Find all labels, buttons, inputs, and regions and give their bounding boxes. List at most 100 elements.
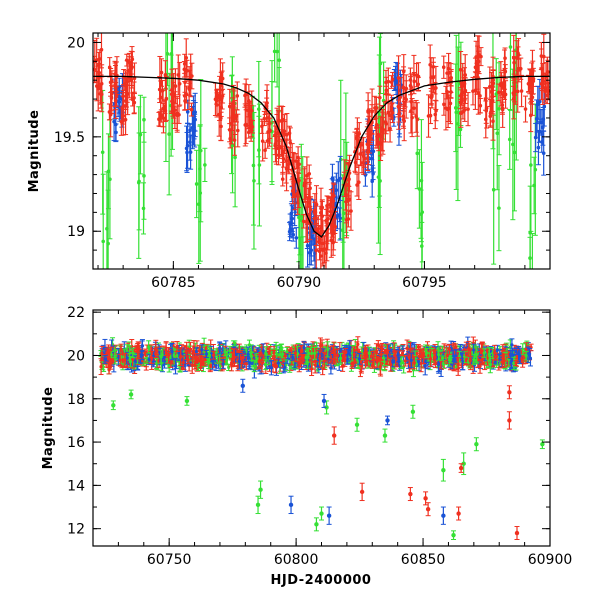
data-point-red bbox=[235, 128, 240, 133]
data-point-red bbox=[262, 116, 267, 121]
data-point-red bbox=[412, 106, 416, 110]
data-point-red bbox=[546, 70, 550, 74]
data-point-blue bbox=[363, 173, 368, 177]
data-point-red bbox=[213, 97, 218, 102]
data-point-red bbox=[99, 47, 104, 52]
data-point-green bbox=[142, 117, 146, 122]
data-point-green bbox=[495, 131, 500, 136]
data-point-blue bbox=[291, 232, 296, 237]
data-point-red bbox=[445, 89, 449, 94]
data-point-red bbox=[415, 117, 420, 122]
data-point-red bbox=[220, 94, 225, 98]
data-point-red bbox=[172, 113, 177, 117]
data-point-red bbox=[95, 84, 99, 88]
data-point-blue bbox=[370, 179, 375, 183]
data-point-green bbox=[419, 244, 424, 248]
data-point-red bbox=[511, 96, 516, 101]
data-point-red bbox=[287, 161, 291, 166]
data-point-red bbox=[314, 248, 319, 253]
data-point-red bbox=[497, 90, 501, 95]
data-point-red bbox=[182, 94, 187, 98]
data-point-red bbox=[190, 74, 194, 78]
data-point-red bbox=[515, 56, 519, 60]
data-point-red bbox=[462, 108, 467, 112]
x-tick-label: 60785 bbox=[151, 275, 196, 291]
data-point-blue bbox=[190, 125, 195, 130]
data-point-red bbox=[530, 95, 535, 100]
data-point-blue bbox=[114, 130, 118, 135]
data-point-blue bbox=[536, 145, 541, 150]
data-point-red bbox=[121, 104, 126, 108]
data-point-red bbox=[322, 247, 327, 251]
data-point-green bbox=[533, 167, 538, 172]
data-point-blue bbox=[188, 140, 192, 144]
data-point-red bbox=[375, 140, 380, 145]
data-point-red bbox=[428, 62, 432, 67]
data-point-red bbox=[232, 138, 237, 142]
data-point-red bbox=[280, 177, 285, 181]
data-point-red bbox=[169, 92, 174, 96]
data-point-green bbox=[100, 150, 105, 155]
data-point-red bbox=[234, 114, 239, 118]
data-point-red bbox=[127, 60, 132, 64]
data-point-red bbox=[227, 104, 232, 109]
data-point-red bbox=[215, 93, 220, 98]
data-point-red bbox=[404, 86, 409, 91]
data-point-red bbox=[466, 107, 470, 111]
data-point-red bbox=[349, 209, 353, 213]
data-point-green bbox=[508, 45, 513, 49]
data-point-red bbox=[176, 73, 181, 77]
data-point-red bbox=[526, 81, 531, 86]
data-point-red bbox=[401, 114, 406, 118]
data-point-red bbox=[280, 152, 285, 157]
top-frame bbox=[92, 32, 551, 270]
data-point-red bbox=[511, 56, 516, 60]
data-point-red bbox=[160, 89, 165, 93]
data-point-red bbox=[266, 115, 271, 120]
data-point-red bbox=[512, 87, 517, 91]
data-point-red bbox=[458, 67, 463, 72]
data-point-green bbox=[417, 187, 422, 191]
data-point-red bbox=[543, 89, 547, 94]
data-point-green bbox=[137, 179, 141, 184]
data-point-red bbox=[459, 93, 463, 98]
data-point-red bbox=[247, 98, 251, 103]
data-point-red bbox=[390, 77, 395, 82]
data-point-green bbox=[252, 178, 256, 183]
data-point-red bbox=[363, 156, 367, 161]
data-point-blue bbox=[294, 236, 299, 240]
data-point-red bbox=[249, 108, 254, 113]
data-point-red bbox=[517, 66, 521, 71]
data-point-red bbox=[329, 238, 334, 243]
data-point-red bbox=[409, 85, 414, 90]
data-point-red bbox=[488, 111, 493, 116]
data-point-red bbox=[184, 55, 189, 60]
data-point-red bbox=[173, 84, 178, 88]
data-point-green bbox=[203, 163, 207, 167]
data-point-red bbox=[389, 108, 394, 113]
data-point-red bbox=[268, 128, 272, 133]
data-point-red bbox=[99, 89, 103, 94]
data-point-red bbox=[426, 114, 431, 118]
data-point-red bbox=[412, 79, 417, 84]
data-point-red bbox=[282, 132, 287, 137]
data-point-red bbox=[388, 126, 392, 131]
data-point-green bbox=[233, 155, 237, 160]
data-point-red bbox=[478, 94, 482, 98]
data-point-red bbox=[519, 89, 524, 93]
data-point-red bbox=[313, 208, 317, 213]
data-point-red bbox=[460, 81, 465, 86]
top-axis-ticks: 60785 60790 60795 19 19.5 20 bbox=[54, 33, 551, 291]
data-point-red bbox=[401, 85, 406, 90]
data-point-green bbox=[341, 216, 345, 221]
y-tick-label: 20 bbox=[67, 35, 85, 51]
data-point-red bbox=[182, 62, 187, 66]
data-point-red bbox=[297, 178, 301, 183]
data-point-green bbox=[167, 132, 171, 136]
data-point-red bbox=[246, 130, 251, 135]
data-point-blue bbox=[371, 149, 376, 154]
data-point-red bbox=[446, 66, 451, 71]
data-point-red bbox=[164, 96, 169, 101]
data-point-green bbox=[511, 142, 515, 147]
